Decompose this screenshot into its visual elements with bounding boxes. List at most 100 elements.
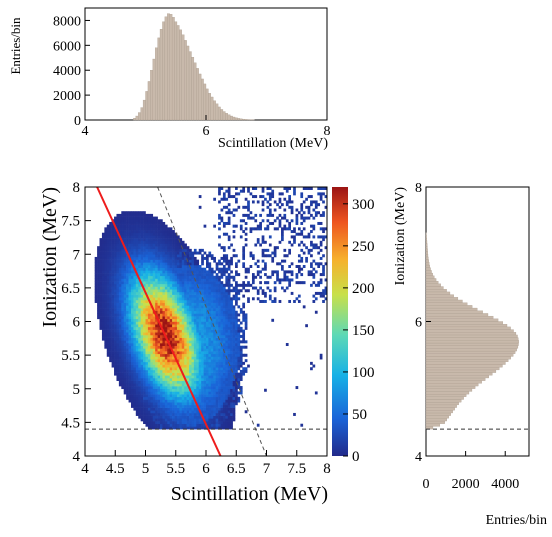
heatmap-cell bbox=[264, 294, 267, 298]
heatmap-cell bbox=[172, 377, 175, 381]
heatmap-cell bbox=[230, 345, 233, 349]
heatmap-cell bbox=[237, 351, 241, 355]
heatmap-cell bbox=[162, 372, 166, 376]
heatmap-cell bbox=[186, 377, 190, 381]
heatmap-cell bbox=[138, 259, 141, 263]
heatmap-cell bbox=[189, 270, 192, 274]
heatmap-cell bbox=[191, 281, 195, 285]
top-bar-0 bbox=[133, 117, 136, 121]
heatmap-cell bbox=[123, 353, 127, 357]
heatmap-cell bbox=[307, 232, 311, 236]
heatmap-cell bbox=[123, 238, 127, 242]
heatmap-cell bbox=[184, 334, 187, 338]
heatmap-cell bbox=[198, 299, 202, 303]
heatmap-cell bbox=[193, 321, 197, 325]
heatmap-cell bbox=[222, 273, 226, 277]
heatmap-cell bbox=[230, 326, 233, 330]
heatmap-cell bbox=[288, 187, 291, 190]
heatmap-cell bbox=[215, 321, 219, 325]
heatmap-cell bbox=[215, 329, 219, 333]
heatmap-cell bbox=[184, 275, 187, 279]
heatmap-cell bbox=[201, 367, 204, 371]
heatmap-cell bbox=[172, 348, 175, 352]
heatmap-cell bbox=[239, 351, 243, 355]
heatmap-cell bbox=[143, 343, 146, 347]
main-x-tick-label: 4 bbox=[81, 461, 89, 477]
heatmap-cell bbox=[184, 273, 187, 277]
heatmap-cell bbox=[196, 345, 200, 349]
heatmap-cell bbox=[184, 372, 187, 376]
heatmap-cell bbox=[106, 345, 110, 349]
heatmap-cell bbox=[235, 391, 238, 395]
heatmap-cell bbox=[162, 227, 166, 231]
heatmap-cell bbox=[179, 388, 183, 392]
heatmap-cell bbox=[193, 270, 197, 274]
heatmap-cell bbox=[162, 391, 166, 395]
heatmap-cell bbox=[290, 219, 294, 223]
heatmap-cell bbox=[251, 273, 255, 277]
heatmap-cell bbox=[160, 321, 163, 325]
heatmap-cell bbox=[121, 270, 125, 274]
heatmap-cell bbox=[172, 313, 175, 317]
heatmap-cell bbox=[220, 375, 224, 379]
heatmap-cell bbox=[164, 423, 168, 427]
heatmap-cell bbox=[162, 289, 166, 293]
heatmap-cell bbox=[179, 289, 183, 293]
heatmap-cell bbox=[324, 195, 328, 199]
heatmap-cell bbox=[230, 415, 233, 419]
heatmap-cell bbox=[169, 402, 173, 406]
heatmap-cell bbox=[133, 227, 137, 231]
heatmap-cell bbox=[225, 423, 229, 427]
heatmap-cell bbox=[106, 243, 110, 247]
heatmap-cell bbox=[128, 278, 132, 282]
heatmap-cell bbox=[198, 283, 202, 287]
heatmap-cell bbox=[164, 248, 168, 252]
heatmap-cell bbox=[186, 369, 190, 373]
heatmap-cell bbox=[271, 318, 275, 322]
heatmap-cell bbox=[164, 254, 168, 258]
heatmap-cell bbox=[130, 265, 134, 268]
heatmap-cell bbox=[138, 211, 141, 215]
heatmap-cell bbox=[218, 418, 221, 422]
heatmap-cell bbox=[186, 286, 190, 290]
heatmap-cell bbox=[203, 412, 207, 416]
heatmap-cell bbox=[143, 243, 146, 247]
heatmap-cell bbox=[283, 254, 287, 258]
heatmap-cell bbox=[162, 254, 166, 258]
heatmap-cell bbox=[196, 332, 200, 336]
heatmap-cell bbox=[138, 232, 141, 236]
heatmap-cell bbox=[201, 348, 204, 352]
heatmap-cell bbox=[215, 316, 219, 320]
heatmap-cell bbox=[157, 353, 161, 357]
heatmap-cell bbox=[208, 394, 212, 398]
heatmap-cell bbox=[150, 251, 154, 255]
heatmap-cell bbox=[155, 361, 158, 365]
heatmap-cell bbox=[116, 243, 120, 247]
heatmap-cell bbox=[184, 286, 187, 290]
heatmap-cell bbox=[198, 332, 202, 336]
heatmap-cell bbox=[227, 259, 231, 263]
heatmap-cell bbox=[191, 329, 195, 333]
heatmap-cell bbox=[126, 275, 129, 279]
heatmap-cell bbox=[147, 324, 151, 328]
heatmap-cell bbox=[302, 251, 306, 255]
heatmap-cell bbox=[116, 299, 120, 303]
heatmap-cell bbox=[196, 289, 200, 293]
heatmap-cell bbox=[191, 275, 195, 279]
heatmap-cell bbox=[176, 316, 180, 320]
heatmap-cell bbox=[186, 404, 190, 408]
heatmap-cell bbox=[191, 396, 195, 400]
heatmap-cell bbox=[220, 219, 224, 223]
top-bar-22 bbox=[186, 45, 190, 121]
heatmap-cell bbox=[114, 278, 117, 282]
heatmap-cell bbox=[130, 221, 134, 225]
heatmap-cell bbox=[104, 286, 108, 290]
heatmap-cell bbox=[237, 356, 241, 360]
heatmap-cell bbox=[302, 305, 306, 309]
heatmap-cell bbox=[179, 356, 183, 360]
heatmap-cell bbox=[140, 402, 144, 406]
heatmap-cell bbox=[181, 281, 185, 285]
heatmap-cell bbox=[164, 262, 168, 266]
heatmap-cell bbox=[181, 383, 185, 387]
